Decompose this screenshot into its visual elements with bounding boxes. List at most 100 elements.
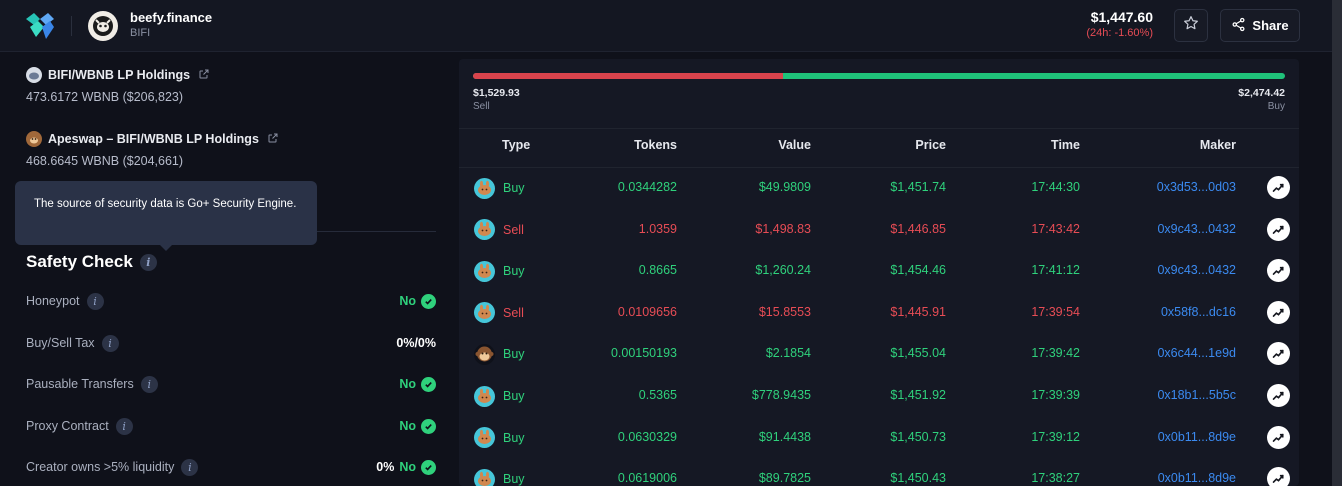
check-value: No xyxy=(399,419,416,433)
holding-title[interactable]: Apeswap – BIFI/WBNB LP Holdings xyxy=(26,131,279,147)
share-icon xyxy=(1231,17,1246,35)
dextools-logo-icon[interactable] xyxy=(24,11,56,41)
check-label: Proxy Contract xyxy=(26,419,109,433)
trade-type-cell: Buy xyxy=(474,176,525,200)
trade-time: 17:39:54 xyxy=(1031,304,1080,319)
top-header: beefy.finance BIFI $1,447.60 (24h: -1.60… xyxy=(0,0,1332,52)
trade-tokens: 0.00150193 xyxy=(610,346,677,361)
favorite-button[interactable] xyxy=(1174,9,1208,42)
trade-value: $778.9435 xyxy=(751,388,811,402)
maker-address-link[interactable]: 0x9c43...0432 xyxy=(1157,263,1236,278)
view-trade-icon[interactable] xyxy=(1267,217,1290,241)
check-row-proxy-contract: Proxy Contract i No xyxy=(26,416,436,436)
page-scrollbar[interactable] xyxy=(1332,0,1342,486)
trade-time: 17:41:12 xyxy=(1031,263,1080,278)
maker-address-link[interactable]: 0x3d53...0d03 xyxy=(1156,180,1236,194)
col-tokens: Tokens xyxy=(634,138,677,152)
maker-address-link[interactable]: 0x0b11...8d9e xyxy=(1157,471,1236,486)
info-icon[interactable]: i xyxy=(140,375,158,393)
trade-type: Buy xyxy=(503,430,525,445)
pancakeswap-icon xyxy=(474,427,495,449)
divider xyxy=(459,128,1299,129)
check-row-creator-liquidity: Creator owns >5% liquidity i 0% No xyxy=(26,457,436,477)
info-icon[interactable]: i xyxy=(181,458,199,476)
check-row-honeypot: Honeypot i No xyxy=(26,291,436,311)
col-time: Time xyxy=(1051,138,1080,152)
view-trade-icon[interactable] xyxy=(1267,259,1290,283)
check-value-prefix: 0% xyxy=(376,460,395,474)
trade-time: 17:39:42 xyxy=(1031,346,1080,361)
buy-label: Buy xyxy=(1267,101,1285,112)
sell-pressure-fill xyxy=(473,73,784,79)
trade-time: 17:39:12 xyxy=(1031,429,1080,444)
view-trade-icon[interactable] xyxy=(1267,300,1290,324)
trade-price: $1,451.92 xyxy=(890,388,946,402)
holding-value: 473.6172 WBNB ($206,823) xyxy=(26,90,184,104)
trade-row[interactable]: Buy 0.00150193 $2.1854 $1,455.04 17:39:42 0x6… xyxy=(459,342,1299,366)
header-divider xyxy=(71,16,72,36)
pancakeswap-icon xyxy=(474,468,495,486)
view-trade-icon[interactable] xyxy=(1267,467,1290,486)
info-icon[interactable]: i xyxy=(115,417,133,435)
trade-type: Sell xyxy=(503,305,524,320)
trade-value: $49.9809 xyxy=(758,180,811,194)
trade-type-cell: Buy xyxy=(474,259,525,283)
trade-tokens: 0.0619006 xyxy=(617,471,677,486)
trade-type-cell: Buy xyxy=(474,342,525,366)
trade-price: $1,454.46 xyxy=(890,263,946,278)
lp-holding-pancakeswap: BIFI/WBNB LP Holdings 473.6172 WBNB ($20… xyxy=(26,67,210,104)
apeswap-icon xyxy=(26,131,42,147)
pancakeswap-icon xyxy=(474,385,495,407)
trades-table-header: Type Tokens Value Price Time Maker xyxy=(459,138,1299,160)
trade-row[interactable]: Buy 0.5365 $778.9435 $1,451.92 17:39:39 0x18b… xyxy=(459,384,1299,408)
sell-label: Sell xyxy=(473,101,490,112)
tooltip-arrow xyxy=(160,245,172,251)
view-trade-icon[interactable] xyxy=(1267,425,1290,449)
maker-address-link[interactable]: 0x0b11...8d9e xyxy=(1157,429,1236,444)
maker-address-link[interactable]: 0x6c44...1e9d xyxy=(1157,346,1236,361)
view-trade-icon[interactable] xyxy=(1267,384,1290,407)
trade-row[interactable]: Buy 0.0344282 $49.9809 $1,451.74 17:44:30 0x3… xyxy=(459,176,1299,200)
external-link-icon[interactable] xyxy=(198,68,210,83)
trade-row[interactable]: Buy 0.8665 $1,260.24 $1,454.46 17:41:12 0x9c4… xyxy=(459,259,1299,283)
check-circle-icon xyxy=(421,418,436,434)
token-name: beefy.finance xyxy=(130,10,213,25)
sell-amount: $1,529.93 xyxy=(473,87,520,99)
trade-type: Buy xyxy=(503,389,525,403)
pancakeswap-icon xyxy=(474,177,495,199)
trade-row[interactable]: Buy 0.0630329 $91.4438 $1,450.73 17:39:12 0x0… xyxy=(459,425,1299,450)
token-symbol: BIFI xyxy=(130,27,151,39)
trade-tokens: 0.0344282 xyxy=(617,180,677,194)
info-icon[interactable]: i xyxy=(139,253,157,271)
trade-type: Buy xyxy=(503,347,525,362)
trade-type-cell: Buy xyxy=(474,384,525,408)
check-label: Pausable Transfers xyxy=(26,377,134,391)
external-link-icon[interactable] xyxy=(267,132,279,147)
trade-value: $1,260.24 xyxy=(755,263,811,278)
maker-address-link[interactable]: 0x58f8...dc16 xyxy=(1160,304,1236,319)
trade-type-cell: Sell xyxy=(474,301,524,325)
trade-tokens: 0.0109656 xyxy=(617,304,677,319)
trade-row[interactable]: Buy 0.0619006 $89.7825 $1,450.43 17:38:27 0x0… xyxy=(459,467,1299,486)
check-value: No xyxy=(399,294,416,308)
holding-title-text: BIFI/WBNB LP Holdings xyxy=(48,68,191,82)
trade-value: $91.4438 xyxy=(758,429,811,444)
info-icon[interactable]: i xyxy=(86,292,104,310)
trade-tokens: 1.0359 xyxy=(638,221,677,236)
trade-row[interactable]: Sell 1.0359 $1,498.83 $1,446.85 17:43:42 0x9c… xyxy=(459,217,1299,242)
safety-check-title-text: Safety Check xyxy=(26,252,133,271)
info-icon[interactable]: i xyxy=(101,334,119,352)
check-label: Creator owns >5% liquidity xyxy=(26,460,175,474)
trade-type-cell: Buy xyxy=(474,426,525,450)
maker-address-link[interactable]: 0x18b1...5b5c xyxy=(1157,388,1236,402)
check-value: No xyxy=(399,377,416,391)
share-button[interactable]: Share xyxy=(1220,9,1300,42)
trade-time: 17:43:42 xyxy=(1031,221,1080,236)
view-trade-icon[interactable] xyxy=(1267,342,1290,366)
section-divider xyxy=(317,231,436,232)
maker-address-link[interactable]: 0x9c43...0432 xyxy=(1157,221,1236,236)
trade-row[interactable]: Sell 0.0109656 $15.8553 $1,445.91 17:39:54 0x… xyxy=(459,300,1299,325)
check-value: 0%/0% xyxy=(396,336,436,350)
holding-title[interactable]: BIFI/WBNB LP Holdings xyxy=(26,67,210,83)
view-trade-icon[interactable] xyxy=(1267,176,1290,199)
